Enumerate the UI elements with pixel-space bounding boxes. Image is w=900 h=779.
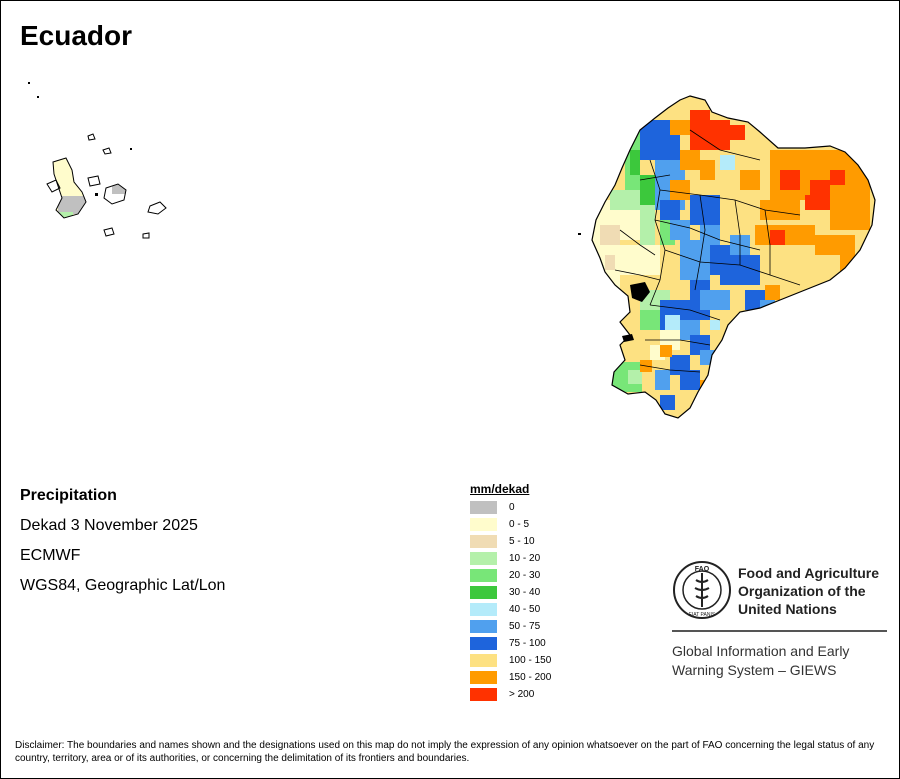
mainland-outline	[591, 95, 876, 419]
legend-swatch	[470, 552, 497, 565]
fao-org-name: Food and Agriculture Organization of the…	[738, 565, 880, 617]
legend-label: 10 - 20	[509, 553, 541, 564]
legend-label: 20 - 30	[509, 570, 541, 581]
legend-item: 0 - 5	[470, 516, 551, 533]
legend-item: 10 - 20	[470, 550, 551, 567]
disclaimer: Disclaimer: The boundaries and names sho…	[15, 740, 875, 764]
svg-text:FIAT PANIS: FIAT PANIS	[689, 612, 716, 618]
plata-island	[578, 233, 581, 235]
galapagos-islands	[28, 82, 167, 239]
legend-label: 150 - 200	[509, 672, 552, 683]
legend-swatch	[470, 637, 497, 650]
legend-item: 5 - 10	[470, 533, 551, 550]
legend-title: mm/dekad	[470, 482, 530, 496]
legend-swatch	[470, 620, 497, 633]
legend-item: 50 - 75	[470, 618, 551, 635]
giews-name: Global Information and Early Warning Sys…	[672, 643, 850, 678]
legend-item: 100 - 150	[470, 652, 551, 669]
legend-swatch	[470, 688, 497, 701]
legend-label: 0	[509, 502, 515, 513]
legend-item: > 200	[470, 686, 551, 703]
coastal-island	[622, 334, 634, 342]
svg-text:FAO: FAO	[695, 566, 710, 573]
legend-item: 40 - 50	[470, 601, 551, 618]
legend-label: 30 - 40	[509, 587, 541, 598]
legend-item: 0	[470, 499, 551, 516]
legend-swatch	[470, 518, 497, 531]
legend-swatch	[470, 569, 497, 582]
legend-item: 75 - 100	[470, 635, 551, 652]
legend-swatch	[470, 654, 497, 667]
legend-swatch	[470, 535, 497, 548]
source-label: ECMWF	[20, 547, 81, 564]
legend-label: 100 - 150	[509, 655, 552, 666]
fao-emblem-icon: FAO FIAT PANIS	[673, 561, 731, 619]
legend-label: > 200	[509, 689, 535, 700]
legend-swatch	[470, 603, 497, 616]
logo-divider	[672, 630, 887, 632]
legend-item: 20 - 30	[470, 567, 551, 584]
legend: mm/dekad 0 0 - 5 5 - 10 10 - 20 20 - 30 …	[470, 482, 551, 703]
projection-label: WGS84, Geographic Lat/Lon	[20, 577, 226, 594]
legend-swatch	[470, 671, 497, 684]
precipitation-map	[28, 82, 876, 419]
legend-swatch	[470, 586, 497, 599]
legend-label: 50 - 75	[509, 621, 541, 632]
legend-label: 40 - 50	[509, 604, 541, 615]
puna-island	[630, 282, 650, 302]
map-title: Ecuador	[20, 20, 133, 51]
period-label: Dekad 3 November 2025	[20, 517, 198, 534]
legend-label: 5 - 10	[509, 536, 535, 547]
mainland-precip-grid	[592, 96, 875, 418]
map-info: Precipitation Dekad 3 November 2025 ECMW…	[20, 486, 225, 606]
legend-label: 75 - 100	[509, 638, 546, 649]
legend-swatch	[470, 501, 497, 514]
variable-label: Precipitation	[20, 487, 117, 504]
legend-item: 150 - 200	[470, 669, 551, 686]
province-boundaries	[614, 129, 801, 373]
legend-item: 30 - 40	[470, 584, 551, 601]
legend-label: 0 - 5	[509, 519, 530, 530]
